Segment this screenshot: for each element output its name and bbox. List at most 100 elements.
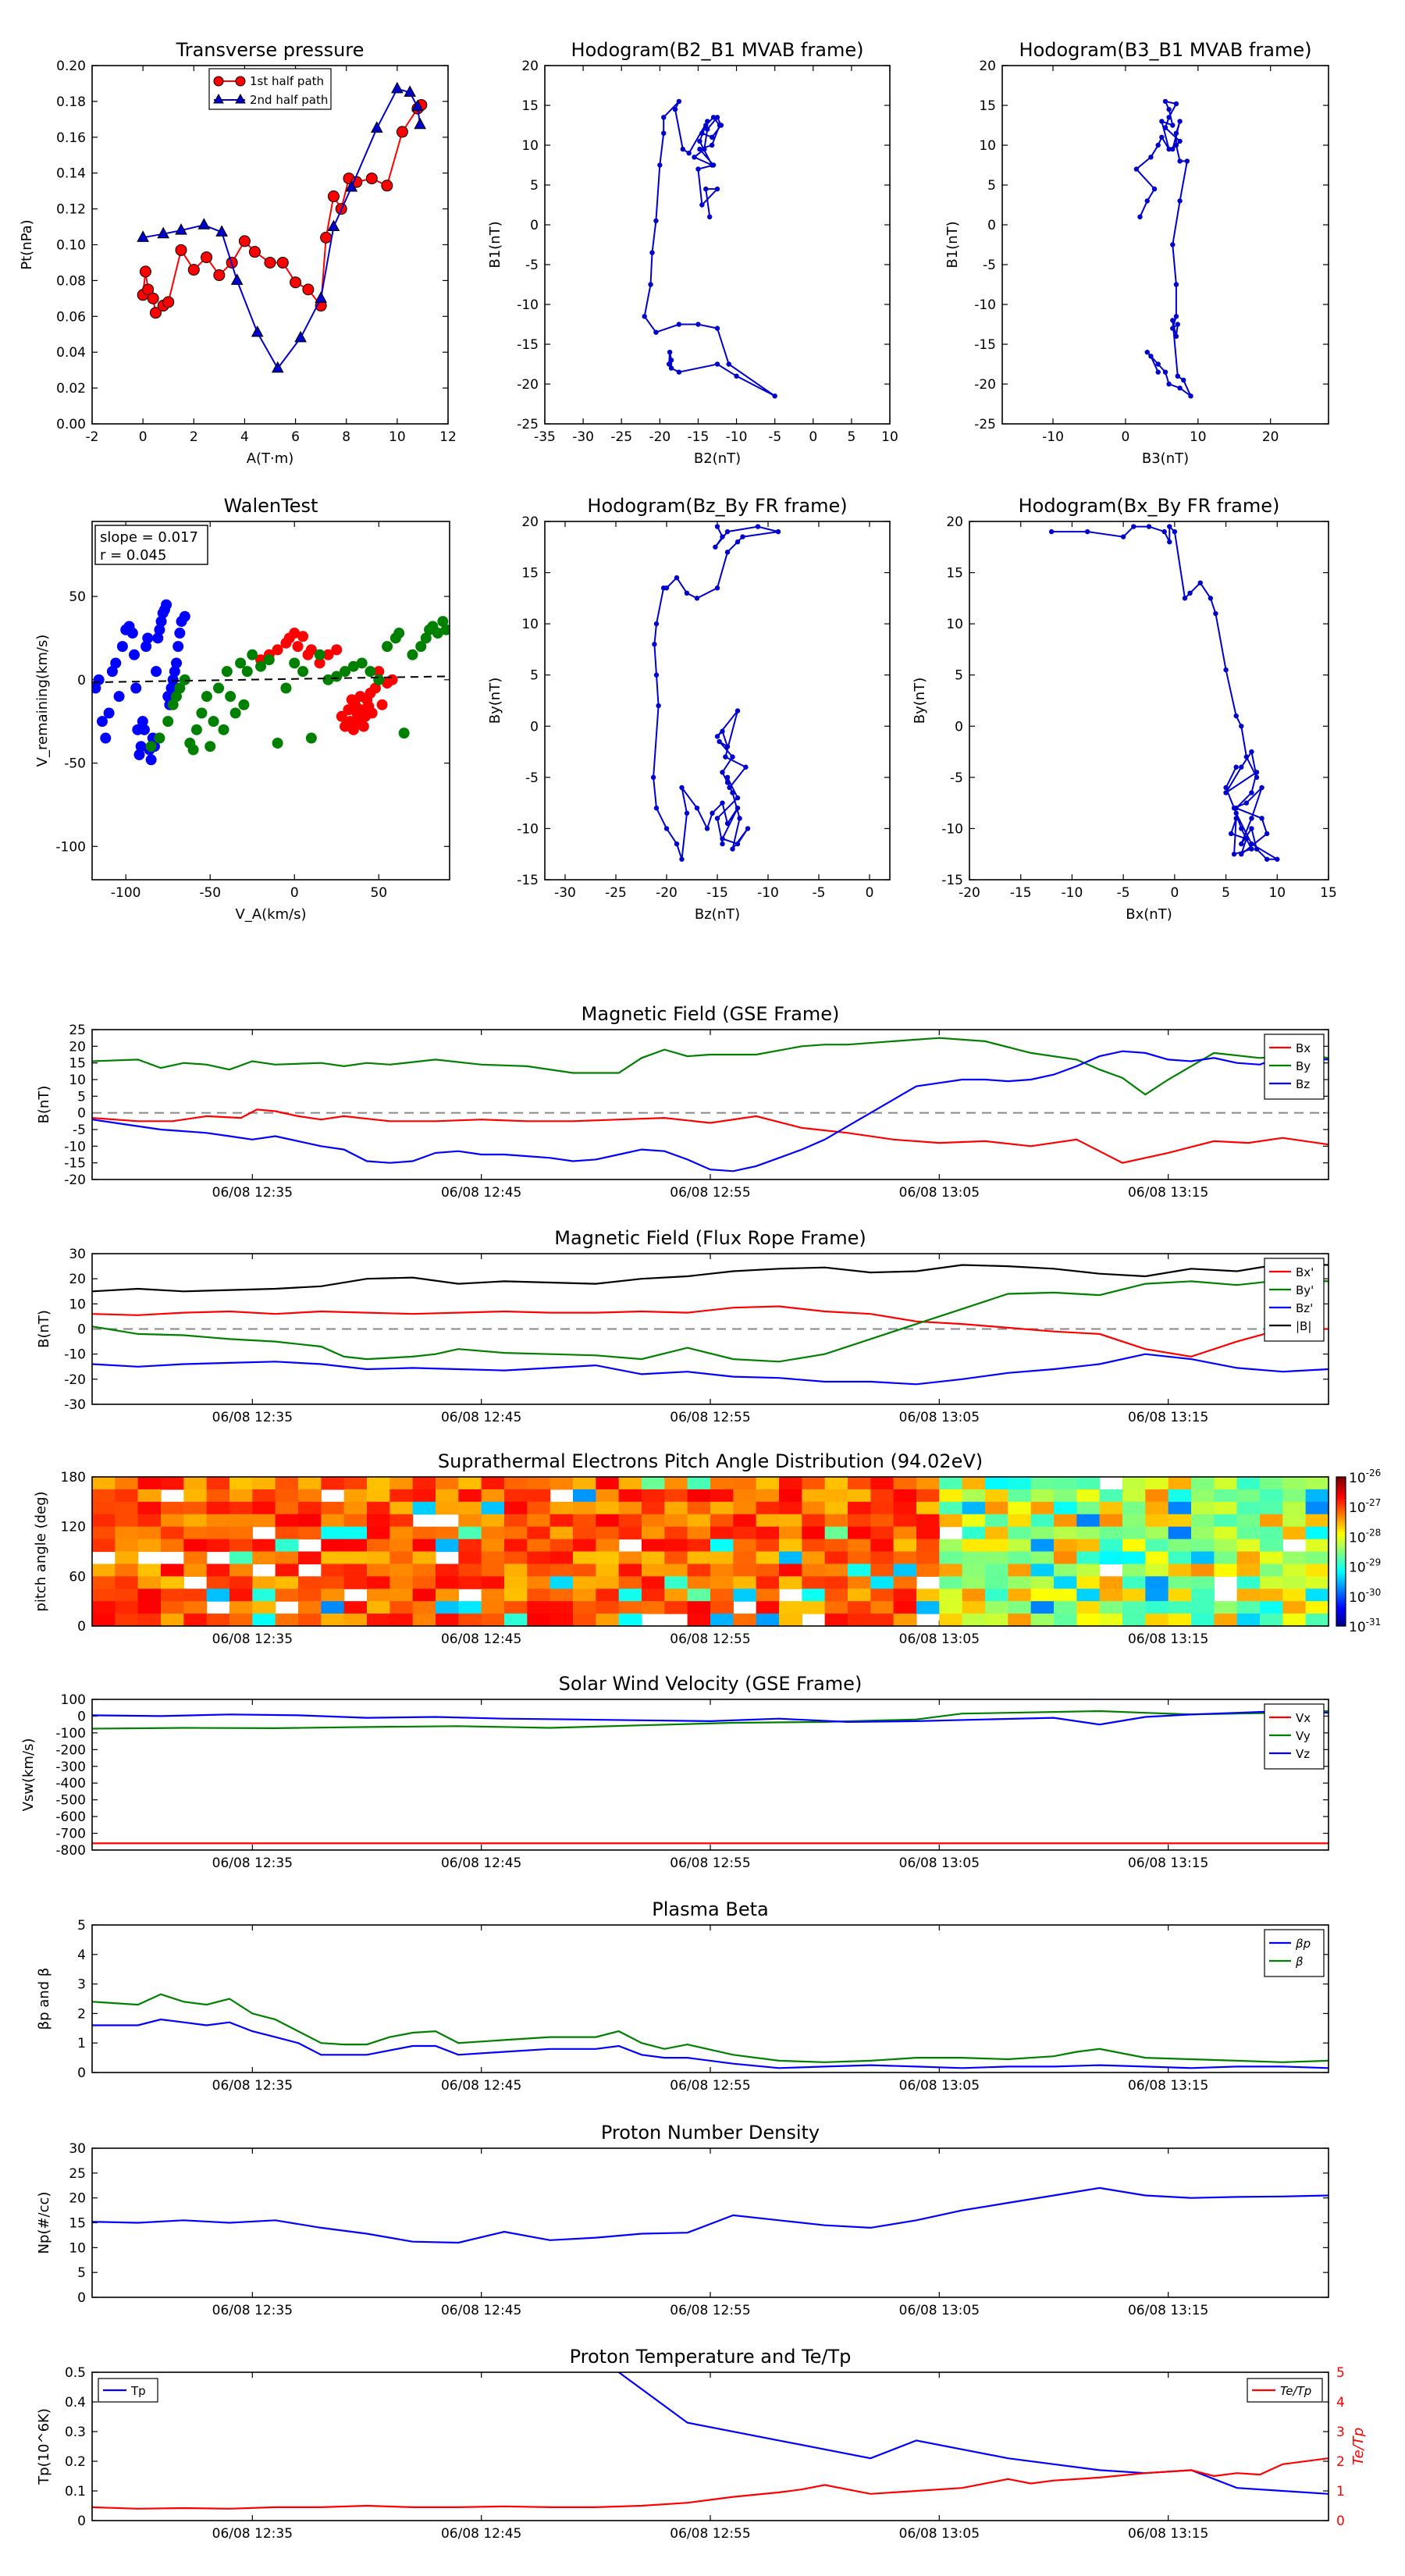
heatmap-cell (985, 1614, 1008, 1627)
data-point (1177, 158, 1183, 164)
heatmap-cell (687, 1514, 711, 1528)
heatmap-cell (1054, 1601, 1077, 1614)
heatmap-cell (1260, 1601, 1283, 1614)
legend-label: Bx' (1296, 1265, 1314, 1279)
heatmap-cell (596, 1589, 620, 1602)
y-axis-label: Pt(nPa) (19, 219, 35, 269)
heatmap-cell (252, 1514, 276, 1528)
heatmap-cell (1054, 1477, 1077, 1490)
heatmap-cell (367, 1589, 390, 1602)
data-point (660, 585, 667, 591)
heatmap-cell (229, 1526, 253, 1540)
heatmap-cell (870, 1576, 895, 1589)
heatmap-cell (321, 1514, 345, 1528)
data-point (241, 666, 253, 678)
data-point (1249, 846, 1254, 852)
colorbar-segment (1336, 1586, 1346, 1589)
heatmap-cell (275, 1564, 299, 1577)
y-tick-label: 25 (69, 1023, 86, 1038)
data-point (1188, 393, 1193, 399)
data-point (414, 117, 427, 130)
heatmap-cell (206, 1539, 230, 1553)
data-point (745, 826, 751, 831)
legend-box (208, 68, 332, 110)
y-tick-label: 15 (521, 98, 539, 114)
data-point (201, 691, 212, 703)
data-point (1184, 158, 1190, 164)
heatmap-cell (504, 1489, 528, 1503)
heatmap-cell (733, 1501, 757, 1515)
data-point (676, 98, 682, 105)
data-point (1249, 841, 1254, 847)
y-tick-label: -500 (55, 1793, 86, 1809)
data-point (1173, 142, 1179, 148)
x-axis-label: B3(nT) (1142, 450, 1189, 467)
chart-3: WalenTest -100 -50 0 50 -100 -50 0 50 V_A(km/s) V_… (34, 495, 450, 923)
data-point (1243, 754, 1250, 760)
x-tick-label: 8 (342, 429, 350, 445)
y-tick-label: 0 (77, 1709, 86, 1724)
y-tick-label: 0 (77, 1106, 86, 1122)
heatmap-cell (1076, 1539, 1101, 1553)
heatmap-cell (229, 1614, 253, 1627)
colorbar-segment (1336, 1519, 1346, 1522)
data-point (1167, 539, 1172, 545)
data-point (709, 142, 715, 148)
legend-label: |B| (1296, 1319, 1311, 1333)
legend-0: Tp (98, 2378, 158, 2403)
colorbar-segment (1336, 1486, 1346, 1490)
heatmap-cell (1236, 1614, 1261, 1627)
heatmap-cell (1054, 1514, 1077, 1528)
data-point (404, 85, 416, 97)
y-tick-label: -5 (983, 258, 996, 273)
chart-title: Hodogram(Bz_By FR frame) (587, 495, 847, 517)
heatmap-cell (985, 1526, 1008, 1540)
data-point (1173, 282, 1179, 287)
data-point (179, 674, 190, 685)
data-point (1175, 322, 1180, 327)
heatmap-cell (252, 1551, 276, 1565)
series-0 (617, 2372, 1329, 2495)
heatmap-cell (596, 1489, 620, 1503)
heatmap-cell (527, 1551, 551, 1565)
data-point (710, 810, 715, 816)
heatmap-cell (183, 1564, 208, 1577)
y-axis-label: Vsw(km/s) (20, 1738, 37, 1812)
data-point (679, 785, 685, 791)
heatmap-cell (939, 1576, 963, 1589)
heatmap-cell (642, 1514, 665, 1528)
colorbar-tick-label: 10-29 (1349, 1557, 1381, 1576)
y-tick-label: -20 (517, 377, 539, 393)
heatmap-cell (870, 1589, 895, 1602)
heatmap-cell (252, 1614, 276, 1627)
heatmap-cell (893, 1564, 917, 1577)
heatmap-cell (916, 1526, 940, 1540)
heatmap-cell (229, 1601, 253, 1614)
series-line (92, 1710, 1329, 1730)
data-point (208, 716, 219, 728)
series-2 (92, 1710, 1329, 1726)
heatmap-cell (1236, 1526, 1261, 1540)
heatmap-cell (92, 1526, 116, 1540)
heatmap-cell (183, 1477, 208, 1490)
heatmap-cell (1099, 1551, 1123, 1565)
heatmap-cell (985, 1601, 1008, 1614)
y-tick-label: 1 (77, 2036, 86, 2051)
data-point (1166, 106, 1172, 112)
heatmap-cell (710, 1501, 734, 1515)
heatmap-cell (573, 1477, 596, 1490)
heatmap-cell (824, 1551, 848, 1565)
heatmap-cell (1122, 1601, 1146, 1614)
heatmap-cell (870, 1514, 895, 1528)
heatmap-cell (802, 1514, 826, 1528)
x-tick-label: 06/08 12:55 (670, 2078, 750, 2094)
x-tick-label: 10 (389, 429, 406, 445)
data-point (717, 738, 722, 745)
data-point (154, 732, 165, 744)
heatmap-cell (206, 1576, 230, 1589)
heatmap-cell (1008, 1564, 1032, 1577)
heatmap-cell (916, 1539, 940, 1553)
heatmap-cell (1122, 1501, 1146, 1515)
heatmap-cell (321, 1526, 345, 1540)
heatmap-cell (687, 1526, 711, 1540)
